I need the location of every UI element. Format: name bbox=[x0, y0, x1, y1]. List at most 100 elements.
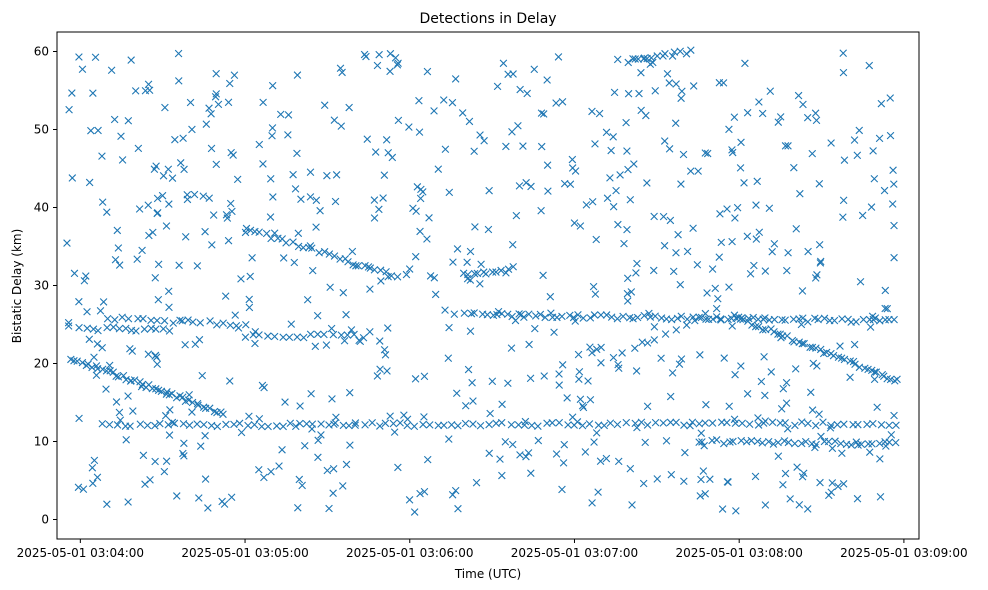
data-point bbox=[649, 266, 658, 275]
data-point bbox=[881, 304, 889, 313]
data-point bbox=[251, 327, 260, 336]
data-point bbox=[269, 193, 277, 201]
data-point bbox=[338, 68, 346, 77]
data-point bbox=[494, 307, 503, 316]
data-point bbox=[176, 316, 184, 325]
data-point bbox=[165, 431, 174, 439]
data-point bbox=[352, 262, 360, 270]
data-point bbox=[683, 315, 692, 323]
data-point bbox=[151, 421, 159, 430]
data-point bbox=[267, 467, 275, 476]
data-point bbox=[588, 107, 596, 116]
data-point bbox=[809, 359, 818, 368]
data-point bbox=[643, 402, 652, 411]
data-point bbox=[703, 289, 711, 297]
data-point bbox=[781, 142, 790, 150]
data-point bbox=[623, 147, 631, 155]
data-point bbox=[172, 492, 181, 500]
data-point bbox=[850, 136, 859, 144]
data-point bbox=[226, 199, 235, 208]
data-point bbox=[890, 315, 898, 324]
data-point bbox=[211, 92, 220, 101]
data-point bbox=[725, 125, 733, 134]
data-point bbox=[430, 274, 439, 282]
data-point bbox=[259, 160, 267, 168]
data-point bbox=[657, 354, 665, 363]
data-point bbox=[769, 440, 778, 448]
data-point bbox=[689, 313, 697, 321]
data-point bbox=[469, 397, 477, 405]
data-point bbox=[776, 113, 785, 121]
data-point bbox=[264, 332, 272, 340]
data-point bbox=[188, 408, 196, 416]
data-point bbox=[492, 268, 500, 276]
x-tick-label: 2025-05-01 03:06:00 bbox=[346, 546, 473, 560]
data-point bbox=[854, 420, 862, 429]
data-point bbox=[546, 292, 555, 301]
data-point bbox=[661, 330, 670, 338]
data-point bbox=[751, 322, 760, 331]
data-point bbox=[890, 221, 898, 230]
data-point bbox=[468, 378, 476, 387]
data-point bbox=[527, 182, 535, 191]
data-point bbox=[543, 76, 551, 84]
data-point bbox=[738, 314, 746, 322]
data-point bbox=[196, 318, 205, 327]
data-point bbox=[794, 91, 803, 100]
data-point bbox=[64, 322, 73, 330]
data-point bbox=[382, 267, 390, 276]
data-point bbox=[375, 50, 383, 59]
data-point bbox=[199, 192, 208, 200]
data-point bbox=[815, 179, 824, 188]
data-point bbox=[643, 421, 652, 429]
data-point bbox=[600, 421, 609, 430]
data-point bbox=[498, 400, 506, 409]
data-point bbox=[662, 437, 671, 445]
data-point bbox=[816, 345, 825, 354]
data-point bbox=[87, 126, 95, 135]
data-point bbox=[701, 419, 710, 427]
data-point bbox=[196, 442, 205, 450]
data-point bbox=[118, 156, 127, 164]
data-point bbox=[666, 418, 675, 427]
data-point bbox=[677, 94, 685, 103]
data-point bbox=[423, 67, 432, 76]
data-point bbox=[278, 445, 286, 454]
data-point bbox=[81, 272, 90, 280]
data-point bbox=[791, 421, 799, 430]
data-point bbox=[840, 420, 848, 429]
data-point bbox=[770, 240, 779, 248]
data-point bbox=[185, 421, 194, 430]
data-point bbox=[522, 452, 530, 461]
data-point bbox=[235, 419, 244, 428]
data-point bbox=[268, 124, 277, 132]
data-point bbox=[712, 436, 721, 444]
data-point bbox=[312, 223, 320, 231]
data-point bbox=[547, 309, 555, 317]
data-point bbox=[183, 190, 192, 199]
data-point bbox=[394, 59, 402, 68]
data-point bbox=[700, 441, 708, 450]
data-point bbox=[147, 316, 155, 325]
data-point bbox=[622, 118, 630, 127]
data-point bbox=[376, 266, 385, 274]
data-point bbox=[680, 477, 688, 486]
data-point bbox=[594, 421, 603, 430]
data-point bbox=[816, 257, 825, 266]
data-point bbox=[733, 203, 742, 212]
data-point bbox=[798, 287, 807, 295]
data-point bbox=[291, 422, 300, 431]
data-point bbox=[390, 428, 399, 436]
data-point bbox=[582, 201, 591, 209]
data-point bbox=[241, 228, 250, 237]
data-point bbox=[405, 496, 414, 504]
data-point bbox=[887, 431, 896, 439]
data-point bbox=[497, 266, 505, 275]
data-point bbox=[749, 313, 758, 322]
data-point bbox=[70, 356, 78, 365]
data-point bbox=[221, 292, 230, 300]
data-point bbox=[488, 377, 497, 386]
data-point bbox=[745, 420, 754, 428]
data-point bbox=[552, 99, 560, 107]
data-point bbox=[102, 385, 110, 393]
